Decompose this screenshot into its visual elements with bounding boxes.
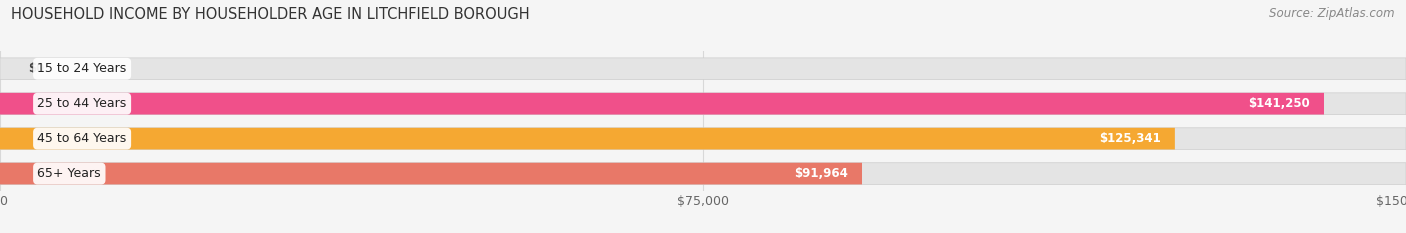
Text: 25 to 44 Years: 25 to 44 Years <box>38 97 127 110</box>
FancyBboxPatch shape <box>0 163 862 185</box>
Text: $0: $0 <box>28 62 45 75</box>
FancyBboxPatch shape <box>0 128 1175 150</box>
Text: 65+ Years: 65+ Years <box>38 167 101 180</box>
FancyBboxPatch shape <box>0 128 1406 150</box>
FancyBboxPatch shape <box>0 163 1406 185</box>
Text: $125,341: $125,341 <box>1099 132 1161 145</box>
Text: 15 to 24 Years: 15 to 24 Years <box>38 62 127 75</box>
FancyBboxPatch shape <box>0 58 1406 80</box>
Text: $91,964: $91,964 <box>794 167 848 180</box>
Text: Source: ZipAtlas.com: Source: ZipAtlas.com <box>1270 7 1395 20</box>
FancyBboxPatch shape <box>0 93 1324 115</box>
FancyBboxPatch shape <box>0 93 1406 115</box>
Text: 45 to 64 Years: 45 to 64 Years <box>38 132 127 145</box>
Text: $141,250: $141,250 <box>1249 97 1310 110</box>
Text: HOUSEHOLD INCOME BY HOUSEHOLDER AGE IN LITCHFIELD BOROUGH: HOUSEHOLD INCOME BY HOUSEHOLDER AGE IN L… <box>11 7 530 22</box>
